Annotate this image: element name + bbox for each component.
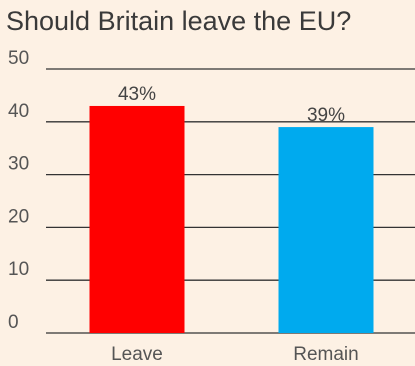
data-label-remain: 39% xyxy=(307,105,345,126)
y-tick-label: 10 xyxy=(8,259,29,280)
bars xyxy=(89,105,374,334)
y-tick-label: 30 xyxy=(8,154,29,175)
data-labels: 43% 39% xyxy=(118,84,345,126)
data-label-leave: 43% xyxy=(118,84,156,105)
y-tick-label: 40 xyxy=(8,101,29,122)
category-labels: Leave Remain xyxy=(111,344,359,365)
category-label-leave: Leave xyxy=(111,344,163,365)
bar-leave xyxy=(89,105,185,334)
chart-title: Should Britain leave the EU? xyxy=(6,6,352,36)
y-tick-label: 50 xyxy=(8,48,29,69)
y-tick-labels: 0 10 20 30 40 50 xyxy=(8,48,29,333)
category-label-remain: Remain xyxy=(293,344,358,365)
y-tick-label: 0 xyxy=(8,312,19,333)
bar-remain xyxy=(278,127,374,333)
y-tick-label: 20 xyxy=(8,206,29,227)
